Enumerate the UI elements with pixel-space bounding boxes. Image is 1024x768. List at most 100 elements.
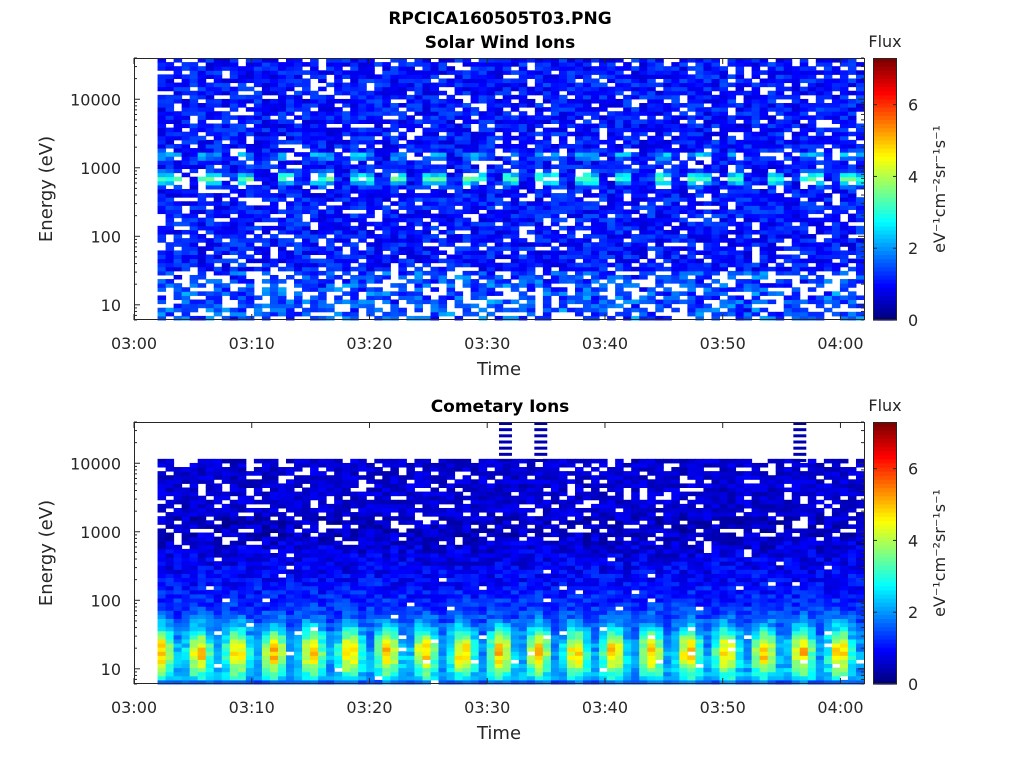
heatmap-cell — [181, 565, 191, 570]
heatmap-cell — [221, 111, 231, 116]
heatmap-cell — [807, 107, 817, 112]
heatmap-cell — [751, 197, 761, 202]
heatmap-cell — [486, 299, 496, 305]
heatmap-cell — [486, 180, 496, 186]
heatmap-cell — [478, 238, 488, 243]
heatmap-cell — [157, 598, 167, 603]
heatmap-cell — [687, 90, 696, 96]
heatmap-cell — [318, 86, 327, 92]
heatmap-cell — [815, 299, 825, 305]
colorbar-segment — [873, 193, 897, 198]
heatmap-cell — [229, 62, 239, 67]
heatmap-cell — [261, 266, 271, 272]
heatmap-cell — [302, 287, 311, 292]
heatmap-cell — [478, 98, 488, 104]
heatmap-cell — [205, 111, 215, 116]
heatmap-cell — [663, 103, 672, 108]
y-tick-label: 10000 — [70, 90, 121, 109]
heatmap-cell — [382, 217, 391, 223]
heatmap-cell — [703, 274, 712, 280]
heatmap-cell — [261, 217, 271, 223]
heatmap-cell — [575, 291, 584, 296]
heatmap-cell — [767, 205, 777, 210]
heatmap-cell — [542, 172, 552, 178]
heatmap-cell — [342, 62, 351, 67]
heatmap-cell — [165, 94, 175, 100]
heatmap-cell — [679, 115, 688, 120]
heatmap-cell — [277, 107, 287, 112]
heatmap-cell — [277, 197, 287, 202]
heatmap-cell — [534, 152, 544, 157]
heatmap-cell — [398, 291, 407, 296]
heatmap-cell — [719, 168, 729, 174]
heatmap-cell — [855, 90, 865, 96]
heatmap-cell — [783, 62, 793, 67]
heatmap-solar-wind — [157, 58, 865, 321]
heatmap-cell — [157, 74, 167, 79]
heatmap-cell — [342, 197, 351, 202]
heatmap-cell — [382, 209, 391, 215]
heatmap-cell — [743, 127, 753, 133]
heatmap-cell — [366, 127, 375, 133]
heatmap-cell — [237, 119, 247, 124]
heatmap-cell — [318, 246, 327, 251]
heatmap-cell — [398, 311, 407, 317]
heatmap-cell — [358, 234, 367, 239]
heatmap-cell — [703, 250, 712, 255]
heatmap-cell — [181, 524, 191, 529]
heatmap-cell — [743, 315, 753, 321]
heatmap-cell — [550, 115, 560, 120]
heatmap-cell — [350, 217, 359, 223]
heatmap-cell — [663, 82, 672, 88]
heatmap-cell — [326, 82, 335, 88]
heatmap-cell — [398, 242, 407, 247]
heatmap-cell — [173, 507, 183, 513]
heatmap-cell — [631, 303, 640, 309]
heatmap-cell — [406, 176, 415, 182]
heatmap-cell — [687, 246, 696, 251]
heatmap-cell — [157, 553, 167, 558]
heatmap-cell — [647, 127, 656, 133]
heatmap-cell — [462, 58, 472, 63]
heatmap-cell — [566, 184, 576, 190]
heatmap-cell — [847, 197, 857, 202]
heatmap-cell — [534, 119, 544, 124]
heatmap-cell — [213, 156, 223, 161]
heatmap-cell — [181, 606, 191, 611]
heatmap-cell — [631, 299, 640, 305]
heatmap-cell — [430, 287, 440, 292]
heatmap-cell — [318, 70, 327, 75]
heatmap-cell — [189, 544, 199, 550]
x-tick-label: 03:10 — [229, 334, 275, 353]
heatmap-cell — [189, 258, 199, 264]
heatmap-cell — [189, 659, 199, 665]
colorbar-segment — [873, 66, 897, 71]
heatmap-cell — [229, 86, 239, 92]
heatmap-cell — [486, 225, 496, 231]
heatmap-cell — [695, 238, 704, 243]
heatmap-cell — [414, 78, 423, 84]
heatmap-cell — [599, 193, 608, 198]
heatmap-cell — [358, 184, 367, 190]
heatmap-cell — [269, 86, 279, 92]
heatmap-cell — [767, 254, 777, 260]
heatmap-cell — [591, 242, 600, 247]
heatmap-cell — [847, 250, 857, 255]
heatmap-cell — [583, 143, 592, 149]
heatmap-cell — [526, 205, 536, 210]
heatmap-cell — [269, 148, 279, 153]
heatmap-cell — [558, 274, 568, 280]
heatmap-cell — [823, 78, 833, 84]
heatmap-cell — [510, 234, 520, 239]
heatmap-cell — [855, 131, 865, 137]
heatmap-cell — [454, 148, 464, 153]
heatmap-cell — [831, 143, 841, 149]
heatmap-cell — [807, 156, 817, 161]
heatmap-cell — [831, 127, 841, 133]
heatmap-cell — [157, 98, 167, 104]
heatmap-cell — [269, 139, 279, 145]
heatmap-cell — [526, 262, 536, 268]
heatmap-cell — [687, 135, 696, 141]
heatmap-cell — [157, 589, 167, 595]
heatmap-cell — [767, 176, 777, 182]
